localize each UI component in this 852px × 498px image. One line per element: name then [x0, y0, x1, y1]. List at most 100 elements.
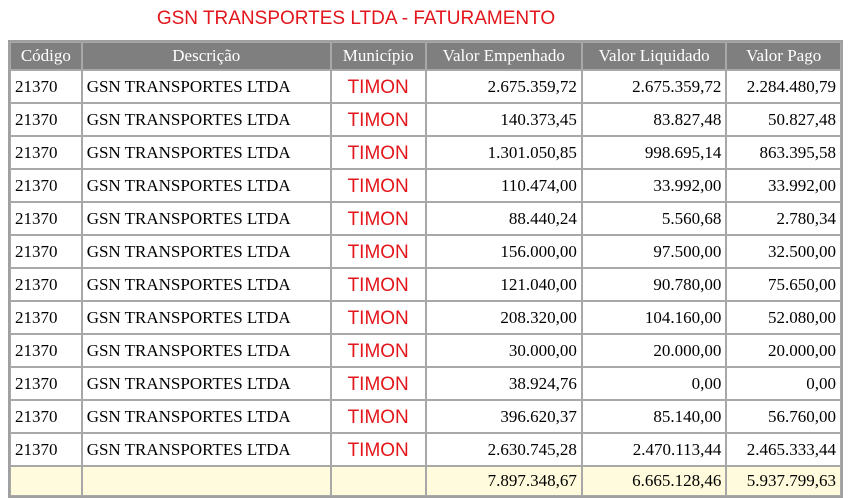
cell-codigo: 21370: [10, 400, 82, 433]
cell-valor-empenhado: 30.000,00: [425, 334, 582, 367]
total-empty: [81, 466, 331, 496]
cell-valor-empenhado: 2.675.359,72: [425, 70, 582, 103]
totals-row: 7.897.348,67 6.665.128,46 5.937.799,63: [10, 466, 841, 496]
cell-municipio: TIMON: [330, 433, 426, 466]
cell-valor-empenhado: 1.301.050,85: [425, 136, 582, 169]
cell-descricao: GSN TRANSPORTES LTDA: [81, 367, 331, 400]
header-row: Código Descrição Município Valor Empenha…: [10, 42, 841, 70]
header-valor-liquidado: Valor Liquidado: [581, 42, 727, 70]
total-valor-liquidado: 6.665.128,46: [581, 466, 727, 496]
cell-codigo: 21370: [10, 235, 82, 268]
cell-valor-pago: 863.395,58: [726, 136, 841, 169]
cell-valor-liquidado: 83.827,48: [581, 103, 727, 136]
cell-valor-liquidado: 20.000,00: [581, 334, 727, 367]
table-row: 21370 GSN TRANSPORTES LTDA TIMON 88.440,24 5…: [10, 202, 841, 235]
cell-valor-liquidado: 5.560,68: [581, 202, 727, 235]
table-row: 21370 GSN TRANSPORTES LTDA TIMON 208.320,00…: [10, 301, 841, 334]
cell-valor-pago: 20.000,00: [726, 334, 841, 367]
cell-valor-empenhado: 110.474,00: [425, 169, 582, 202]
table-row: 21370 GSN TRANSPORTES LTDA TIMON 2.675.359,…: [10, 70, 841, 103]
cell-municipio: TIMON: [330, 103, 426, 136]
cell-valor-liquidado: 2.675.359,72: [581, 70, 727, 103]
cell-codigo: 21370: [10, 301, 82, 334]
table-row: 21370 GSN TRANSPORTES LTDA TIMON 396.620,37…: [10, 400, 841, 433]
cell-descricao: GSN TRANSPORTES LTDA: [81, 235, 331, 268]
cell-municipio: TIMON: [330, 367, 426, 400]
cell-municipio: TIMON: [330, 169, 426, 202]
cell-valor-pago: 0,00: [726, 367, 841, 400]
cell-valor-liquidado: 0,00: [581, 367, 727, 400]
cell-descricao: GSN TRANSPORTES LTDA: [81, 301, 331, 334]
table-row: 21370 GSN TRANSPORTES LTDA TIMON 110.474,00…: [10, 169, 841, 202]
cell-valor-liquidado: 85.140,00: [581, 400, 727, 433]
cell-descricao: GSN TRANSPORTES LTDA: [81, 433, 331, 466]
cell-valor-liquidado: 97.500,00: [581, 235, 727, 268]
cell-valor-pago: 2.465.333,44: [726, 433, 841, 466]
cell-valor-liquidado: 2.470.113,44: [581, 433, 727, 466]
cell-valor-empenhado: 208.320,00: [425, 301, 582, 334]
cell-municipio: TIMON: [330, 136, 426, 169]
cell-codigo: 21370: [10, 103, 82, 136]
cell-codigo: 21370: [10, 268, 82, 301]
cell-codigo: 21370: [10, 367, 82, 400]
cell-municipio: TIMON: [330, 70, 426, 103]
header-codigo: Código: [10, 42, 82, 70]
cell-valor-empenhado: 140.373,45: [425, 103, 582, 136]
cell-descricao: GSN TRANSPORTES LTDA: [81, 70, 331, 103]
cell-valor-pago: 52.080,00: [726, 301, 841, 334]
cell-descricao: GSN TRANSPORTES LTDA: [81, 202, 331, 235]
page-title: GSN TRANSPORTES LTDA - FATURAMENTO: [156, 8, 556, 29]
total-empty: [330, 466, 426, 496]
cell-municipio: TIMON: [330, 334, 426, 367]
cell-codigo: 21370: [10, 70, 82, 103]
cell-valor-empenhado: 38.924,76: [425, 367, 582, 400]
header-descricao: Descrição: [81, 42, 331, 70]
cell-valor-empenhado: 396.620,37: [425, 400, 582, 433]
total-valor-empenhado: 7.897.348,67: [425, 466, 582, 496]
cell-valor-liquidado: 998.695,14: [581, 136, 727, 169]
cell-municipio: TIMON: [330, 301, 426, 334]
header-valor-empenhado: Valor Empenhado: [425, 42, 582, 70]
cell-valor-empenhado: 156.000,00: [425, 235, 582, 268]
cell-valor-pago: 32.500,00: [726, 235, 841, 268]
cell-descricao: GSN TRANSPORTES LTDA: [81, 334, 331, 367]
cell-valor-pago: 56.760,00: [726, 400, 841, 433]
cell-valor-pago: 33.992,00: [726, 169, 841, 202]
cell-descricao: GSN TRANSPORTES LTDA: [81, 400, 331, 433]
cell-valor-empenhado: 2.630.745,28: [425, 433, 582, 466]
total-valor-pago: 5.937.799,63: [726, 466, 841, 496]
cell-valor-liquidado: 33.992,00: [581, 169, 727, 202]
cell-valor-pago: 2.780,34: [726, 202, 841, 235]
cell-codigo: 21370: [10, 136, 82, 169]
cell-valor-empenhado: 88.440,24: [425, 202, 582, 235]
cell-municipio: TIMON: [330, 400, 426, 433]
header-valor-pago: Valor Pago: [726, 42, 841, 70]
cell-valor-liquidado: 90.780,00: [581, 268, 727, 301]
table-row: 21370 GSN TRANSPORTES LTDA TIMON 38.924,76 0…: [10, 367, 841, 400]
table-row: 21370 GSN TRANSPORTES LTDA TIMON 156.000,00…: [10, 235, 841, 268]
table-row: 21370 GSN TRANSPORTES LTDA TIMON 30.000,00 2…: [10, 334, 841, 367]
cell-codigo: 21370: [10, 334, 82, 367]
cell-municipio: TIMON: [330, 268, 426, 301]
cell-municipio: TIMON: [330, 202, 426, 235]
cell-descricao: GSN TRANSPORTES LTDA: [81, 136, 331, 169]
total-empty: [10, 466, 82, 496]
header-municipio: Município: [330, 42, 426, 70]
cell-descricao: GSN TRANSPORTES LTDA: [81, 268, 331, 301]
cell-codigo: 21370: [10, 202, 82, 235]
cell-descricao: GSN TRANSPORTES LTDA: [81, 169, 331, 202]
cell-municipio: TIMON: [330, 235, 426, 268]
table-row: 21370 GSN TRANSPORTES LTDA TIMON 1.301.050,…: [10, 136, 841, 169]
billing-table: Código Descrição Município Valor Empenha…: [8, 40, 843, 498]
cell-codigo: 21370: [10, 433, 82, 466]
table-row: 21370 GSN TRANSPORTES LTDA TIMON 140.373,45…: [10, 103, 841, 136]
cell-valor-liquidado: 104.160,00: [581, 301, 727, 334]
cell-valor-empenhado: 121.040,00: [425, 268, 582, 301]
cell-descricao: GSN TRANSPORTES LTDA: [81, 103, 331, 136]
cell-valor-pago: 50.827,48: [726, 103, 841, 136]
table-row: 21370 GSN TRANSPORTES LTDA TIMON 121.040,00…: [10, 268, 841, 301]
cell-valor-pago: 75.650,00: [726, 268, 841, 301]
table-row: 21370 GSN TRANSPORTES LTDA TIMON 2.630.745,…: [10, 433, 841, 466]
cell-valor-pago: 2.284.480,79: [726, 70, 841, 103]
cell-codigo: 21370: [10, 169, 82, 202]
